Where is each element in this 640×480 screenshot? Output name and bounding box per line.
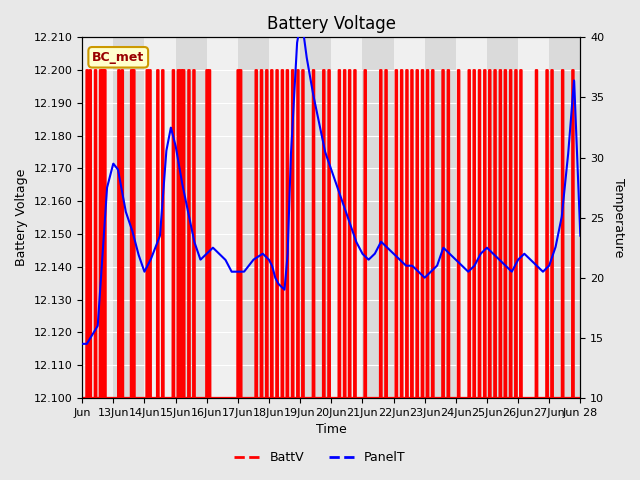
Text: BC_met: BC_met xyxy=(92,51,145,64)
Y-axis label: Temperature: Temperature xyxy=(612,178,625,257)
Bar xyxy=(425,37,456,398)
Legend: BattV, PanelT: BattV, PanelT xyxy=(229,446,411,469)
X-axis label: Time: Time xyxy=(316,423,347,436)
Title: Battery Voltage: Battery Voltage xyxy=(267,15,396,33)
Bar xyxy=(175,37,207,398)
Bar xyxy=(362,37,394,398)
Bar xyxy=(300,37,332,398)
Bar xyxy=(113,37,145,398)
Bar xyxy=(487,37,518,398)
Bar xyxy=(549,37,580,398)
Y-axis label: Battery Voltage: Battery Voltage xyxy=(15,169,28,266)
Bar xyxy=(238,37,269,398)
